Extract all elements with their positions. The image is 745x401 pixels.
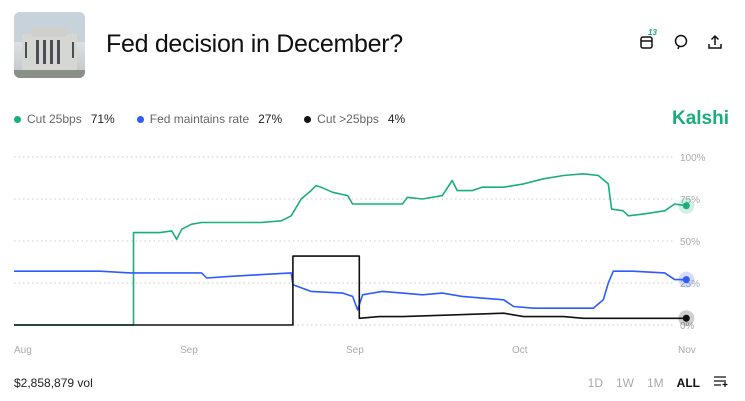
page-title: Fed decision in December? [106,30,403,58]
x-tick-label: Sep [180,345,198,356]
y-tick-label: 50% [680,237,700,248]
calendar-badge: 13 [648,28,657,37]
series-end-marker [682,314,690,322]
comment-icon[interactable] [673,34,689,50]
series-end-marker [682,202,690,210]
x-tick-label: Nov [678,345,696,356]
series-line-2 [14,255,687,326]
chart-legend: Cut 25bps 71% Fed maintains rate 27% Cut >… [14,112,405,126]
legend-item-cut-more[interactable]: Cut >25bps 4% [304,112,405,126]
calendar-icon[interactable]: 13 [639,28,657,50]
x-tick-label: Sep [346,345,364,356]
range-1w[interactable]: 1W [616,375,634,390]
y-tick-label: 0% [680,321,695,332]
range-1m[interactable]: 1M [647,375,664,390]
range-all[interactable]: ALL [676,375,700,390]
legend-dot [136,115,144,123]
share-icon[interactable] [707,34,723,50]
chart-settings-icon[interactable] [713,375,729,390]
range-1d[interactable]: 1D [587,375,603,390]
legend-item-maintain[interactable]: Fed maintains rate 27% [136,112,282,126]
y-tick-label: 25% [680,279,700,290]
y-tick-label: 100% [680,153,706,164]
kalshi-logo: Kalshi [671,108,729,129]
legend-dot [304,115,312,123]
x-tick-label: Aug [14,345,32,356]
legend-dot [14,115,21,123]
market-image [14,12,85,78]
series-line-0 [14,172,687,326]
legend-item-cut-25[interactable]: Cut 25bps 71% [14,112,115,126]
volume: $2,858,879 vol [14,376,93,390]
series-end-marker [682,276,690,284]
price-chart[interactable]: 100% 75% 50% 25% 0% Aug Sep Sep Oct Nov [0,145,745,360]
x-tick-label: Oct [512,345,528,356]
series-line-1 [14,270,687,311]
y-tick-label: 75% [680,195,700,206]
